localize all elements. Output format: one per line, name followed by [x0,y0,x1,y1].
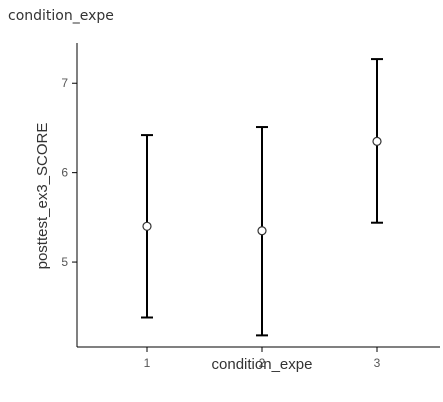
y-tick-label: 7 [61,76,68,90]
x-tick-label: 1 [144,356,151,370]
x-tick-label: 2 [259,356,266,370]
y-tick-label: 6 [61,166,68,180]
x-axis-title: condition_expe [212,356,313,373]
y-tick-label: 5 [61,255,68,269]
y-axis-title: posttest_ex3_SCORE [34,123,51,270]
errorbar-group [141,134,153,319]
mean-point [257,226,267,236]
mean-point [372,136,382,146]
mean-point [142,221,152,231]
data-marks [141,58,383,337]
axes: 5 6 7 1 2 3 [61,43,440,370]
errorbar-group [256,126,268,337]
errorbar-group [371,58,383,224]
page-heading: condition_expe [8,8,114,24]
x-tick-label: 3 [374,356,381,370]
